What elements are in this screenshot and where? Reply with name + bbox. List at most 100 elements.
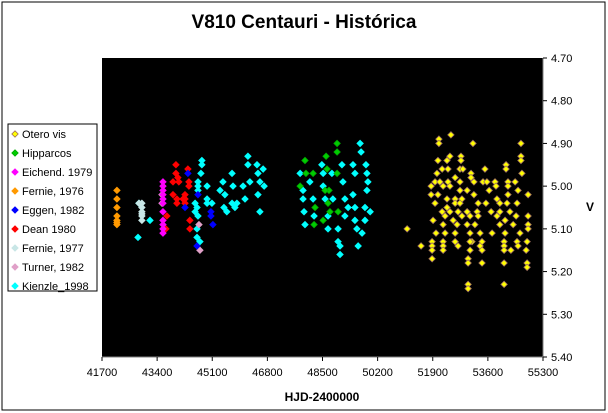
data-point bbox=[311, 203, 319, 212]
data-point bbox=[319, 169, 327, 178]
data-point bbox=[504, 182, 512, 190]
data-point bbox=[169, 178, 177, 186]
data-point bbox=[159, 229, 167, 237]
data-point bbox=[514, 242, 522, 250]
y-tick-label: 5.20 bbox=[551, 267, 572, 279]
data-point bbox=[509, 220, 517, 229]
data-point bbox=[328, 169, 336, 178]
legend-entry: Dean 1980 bbox=[22, 224, 76, 236]
data-point bbox=[431, 199, 439, 207]
data-point bbox=[302, 169, 310, 178]
data-point bbox=[186, 216, 194, 225]
data-point bbox=[451, 199, 459, 207]
data-point bbox=[463, 208, 471, 216]
data-point bbox=[260, 182, 268, 190]
data-point bbox=[487, 208, 495, 216]
data-point bbox=[185, 182, 193, 190]
data-point bbox=[451, 229, 459, 237]
data-point bbox=[456, 199, 464, 207]
data-point bbox=[478, 246, 486, 254]
data-point bbox=[186, 225, 194, 233]
data-point bbox=[196, 246, 204, 254]
legend-entry: Eichend. 1979 bbox=[22, 167, 92, 179]
data-point bbox=[253, 161, 261, 169]
data-point bbox=[439, 220, 447, 229]
data-point bbox=[220, 203, 228, 212]
data-point bbox=[113, 220, 121, 229]
x-axis: 41700 43400 45100 46800 48500 50200 51900 53600… bbox=[87, 356, 559, 379]
legend-entry: Otero vis bbox=[22, 129, 67, 141]
data-point bbox=[259, 165, 267, 173]
data-point bbox=[464, 259, 472, 267]
data-point bbox=[474, 199, 482, 207]
data-point bbox=[496, 220, 504, 229]
data-point bbox=[463, 220, 471, 229]
data-point bbox=[447, 131, 455, 139]
legend-marker bbox=[11, 206, 19, 214]
data-point bbox=[321, 186, 329, 195]
y-tick-label: 5.30 bbox=[551, 309, 572, 321]
data-point bbox=[507, 246, 515, 254]
data-point bbox=[496, 199, 504, 207]
data-point bbox=[364, 178, 372, 186]
data-point bbox=[169, 190, 177, 199]
data-point bbox=[432, 229, 440, 237]
y-tick-label: 4.90 bbox=[551, 138, 572, 150]
data-point bbox=[322, 152, 330, 161]
data-point bbox=[427, 182, 435, 190]
data-point bbox=[216, 186, 224, 195]
y-axis-label: V bbox=[586, 200, 594, 214]
data-point bbox=[301, 220, 309, 229]
data-point bbox=[454, 242, 462, 250]
x-tick-label: 55300 bbox=[528, 367, 559, 379]
data-point bbox=[334, 225, 342, 233]
data-point bbox=[502, 165, 510, 173]
data-point bbox=[229, 182, 237, 190]
data-point bbox=[361, 216, 369, 225]
data-point bbox=[464, 284, 472, 293]
data-point bbox=[173, 199, 181, 207]
data-point bbox=[439, 182, 447, 190]
data-point bbox=[441, 212, 449, 220]
data-point bbox=[467, 173, 475, 182]
data-point bbox=[135, 199, 143, 207]
data-point bbox=[356, 139, 364, 148]
data-point bbox=[207, 212, 215, 220]
data-point bbox=[159, 199, 167, 207]
data-point bbox=[146, 216, 154, 225]
data-point bbox=[301, 156, 309, 165]
data-point bbox=[429, 216, 437, 225]
data-point bbox=[318, 161, 326, 169]
data-point bbox=[163, 212, 171, 220]
legend-marker bbox=[11, 244, 19, 252]
data-point bbox=[179, 195, 187, 203]
data-point bbox=[517, 156, 525, 165]
data-point bbox=[523, 237, 531, 246]
data-points bbox=[113, 131, 532, 293]
data-point bbox=[517, 139, 525, 148]
data-point bbox=[309, 169, 317, 178]
data-point bbox=[326, 208, 334, 216]
data-point bbox=[256, 208, 264, 216]
data-point bbox=[296, 182, 304, 190]
data-point bbox=[338, 161, 346, 169]
data-point bbox=[193, 242, 201, 250]
data-point bbox=[134, 233, 142, 242]
data-point bbox=[466, 246, 474, 254]
x-tick-label: 51900 bbox=[417, 367, 448, 379]
data-point bbox=[300, 208, 308, 216]
y-tick-label: 5.40 bbox=[551, 352, 572, 364]
legend-marker bbox=[11, 187, 19, 195]
data-point bbox=[336, 250, 344, 259]
legend-marker bbox=[11, 225, 19, 233]
data-point bbox=[446, 208, 454, 216]
data-point bbox=[485, 186, 493, 195]
legend-marker bbox=[11, 149, 19, 157]
data-point bbox=[113, 195, 121, 203]
data-point bbox=[428, 254, 436, 263]
data-point bbox=[233, 199, 241, 207]
data-point bbox=[493, 212, 501, 220]
data-point bbox=[516, 229, 524, 237]
data-point bbox=[449, 216, 457, 225]
data-point bbox=[363, 169, 371, 178]
